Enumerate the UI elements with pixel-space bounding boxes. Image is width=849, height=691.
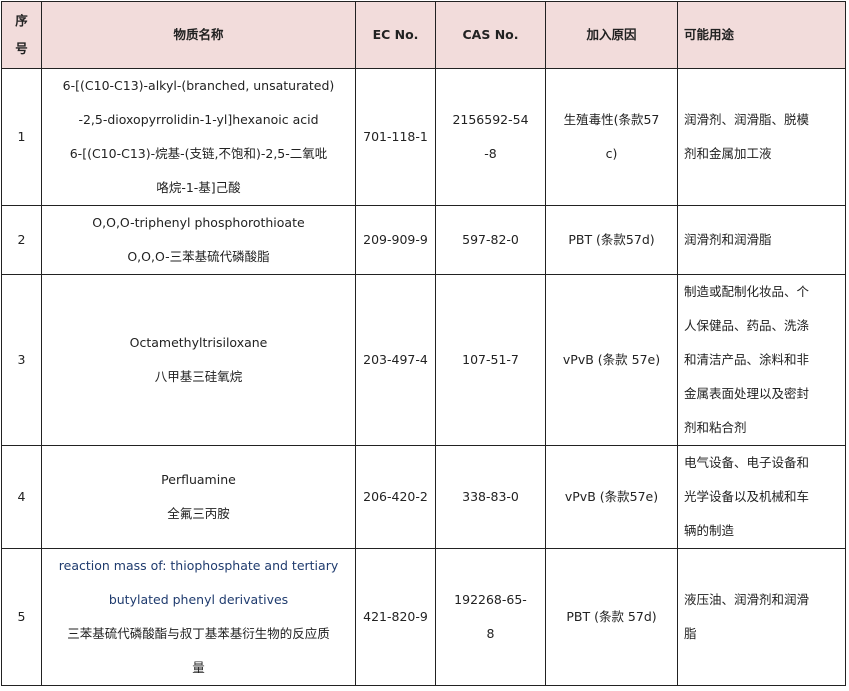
cell-cas-line: 338-83-0 [462,489,519,504]
cell-reason-line: PBT (条款 57d) [566,609,657,624]
cell-name: reaction mass of: thiophosphate and tert… [41,548,356,686]
table-row: 1 6-[(C10-C13)-alkyl-(branched, unsaturat… [1,68,846,206]
cell-reason: vPvB (条款57e) [545,445,678,549]
cell-no-line: 3 [17,352,26,367]
cell-cas-line: -8 [484,146,497,161]
cell-ec-line: 209-909-9 [363,232,428,247]
cell-use-line: 电气设备、电子设备和 [684,455,810,470]
cell-cas-line: 107-51-7 [462,352,519,367]
cell-use-line: 金属表面处理以及密封 [684,386,810,401]
cell-use-line: 液压油、润滑剂和润滑 [684,592,810,607]
header-ec: EC No. [355,1,436,69]
cell-ec-line: 206-420-2 [363,489,428,504]
cell-no-line: 5 [17,609,26,624]
cell-ec-line: 701-118-1 [363,129,428,144]
cell-name-line: 全氟三丙胺 [167,506,230,521]
cell-reason-line: c) [605,146,618,161]
cell-reason: 生殖毒性(条款57 c) [545,68,678,206]
cell-cas: 2156592-54 -8 [435,68,546,206]
cell-no: 4 [1,445,42,549]
cell-reason-line: vPvB (条款57e) [564,489,659,504]
cell-name: O,O,O-triphenyl phosphorothioate O,O,O-三苯… [41,205,356,275]
header-no-text: 序号 [15,13,28,56]
cell-use-line: 制造或配制化妆品、个 [684,284,810,299]
cell-ec-line: 421-820-9 [363,609,428,624]
cell-use-line: 人保健品、药品、洗涤 [684,318,810,333]
cell-cas-line: 8 [486,626,495,641]
cell-use-line: 脂 [684,626,697,641]
cell-cas: 107-51-7 [435,274,546,446]
cell-name-line: Octamethyltrisiloxane [129,335,268,350]
cell-name-line: 量 [192,660,205,675]
cell-name-line: butylated phenyl derivatives [108,592,289,607]
cell-use: 润滑剂、润滑脂、脱模 剂和金属加工液 [677,68,846,206]
cell-use-line: 和清洁产品、涂料和非 [684,352,810,367]
cell-use-line: 剂和金属加工液 [684,146,772,161]
cell-use-line: 润滑剂、润滑脂、脱模 [684,112,810,127]
cell-name: 6-[(C10-C13)-alkyl-(branched, unsaturate… [41,68,356,206]
cell-use: 电气设备、电子设备和 光学设备以及机械和车 辆的制造 [677,445,846,549]
header-reason: 加入原因 [545,1,678,69]
cell-no: 1 [1,68,42,206]
cell-use: 润滑剂和润滑脂 [677,205,846,275]
header-row: 序号 物质名称 EC No. CAS No. 加入原因 可能用途 [1,1,846,69]
cell-ec: 209-909-9 [355,205,436,275]
cell-no: 2 [1,205,42,275]
cell-no: 5 [1,548,42,686]
cell-name: Octamethyltrisiloxane 八甲基三硅氧烷 [41,274,356,446]
cell-ec-line: 203-497-4 [363,352,428,367]
cell-cas: 192268-65- 8 [435,548,546,686]
header-cas: CAS No. [435,1,546,69]
cell-no-line: 2 [17,232,26,247]
table-row: 3 Octamethyltrisiloxane 八甲基三硅氧烷 203-497-4 10… [1,274,846,446]
cell-reason: PBT (条款 57d) [545,548,678,686]
header-no: 序号 [1,1,42,69]
cell-name-line: 6-[(C10-C13)-alkyl-(branched, unsaturate… [62,78,335,93]
cell-cas: 597-82-0 [435,205,546,275]
cell-name-line: 6-[(C10-C13)-烷基-(支链,不饱和)-2,5-二氧吡 [69,146,328,161]
cell-use-line: 辆的制造 [684,523,735,538]
cell-ec: 421-820-9 [355,548,436,686]
table-row: 4 Perfluamine 全氟三丙胺 206-420-2 338-83-0 vPvB (… [1,445,846,549]
cell-name-line: 八甲基三硅氧烷 [154,369,243,384]
cell-cas-line: 2156592-54 [452,112,529,127]
cell-name: Perfluamine 全氟三丙胺 [41,445,356,549]
cell-name-line: 三苯基硫代磷酸酯与叔丁基苯基衍生物的反应质 [67,626,330,641]
cell-use: 制造或配制化妆品、个 人保健品、药品、洗涤 和清洁产品、涂料和非 金属表面处理以及密封… [677,274,846,446]
cell-cas-line: 597-82-0 [462,232,519,247]
cell-ec: 206-420-2 [355,445,436,549]
table-row: 5 reaction mass of: thiophosphate and ter… [1,548,846,686]
cell-use-line: 润滑剂和润滑脂 [684,232,772,247]
cell-reason: vPvB (条款 57e) [545,274,678,446]
cell-reason-line: PBT (条款57d) [568,232,655,247]
cell-name-line: reaction mass of: thiophosphate and tert… [58,558,339,573]
cell-no: 3 [1,274,42,446]
cell-no-line: 4 [17,489,26,504]
cell-use-line: 光学设备以及机械和车 [684,489,810,504]
cell-cas: 338-83-0 [435,445,546,549]
cell-cas-line: 192268-65- [454,592,527,607]
cell-name-line: 咯烷-1-基]己酸 [156,180,241,195]
cell-reason: PBT (条款57d) [545,205,678,275]
cell-use: 液压油、润滑剂和润滑脂 [677,548,846,686]
cell-name-line: Perfluamine [161,472,236,487]
table-row: 2 O,O,O-triphenyl phosphorothioate O,O,O-三… [1,205,846,275]
cell-name-line: -2,5-dioxopyrrolidin-1-yl]hexanoic acid [78,112,319,127]
cell-name-line: O,O,O-triphenyl phosphorothioate [92,215,305,230]
cell-no-line: 1 [17,129,26,144]
cell-reason-line: 生殖毒性(条款57 [563,112,660,127]
header-name: 物质名称 [41,1,356,69]
cell-use-line: 剂和粘合剂 [684,420,747,435]
cell-reason-line: vPvB (条款 57e) [562,352,661,367]
cell-name-line: O,O,O-三苯基硫代磷酸脂 [127,249,270,264]
cell-ec: 701-118-1 [355,68,436,206]
cell-ec: 203-497-4 [355,274,436,446]
header-use: 可能用途 [677,1,846,69]
